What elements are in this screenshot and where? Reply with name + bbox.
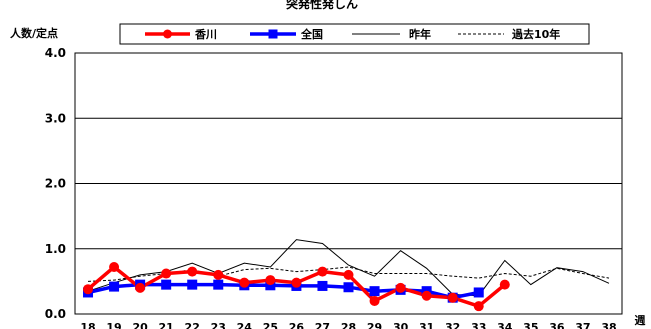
x-tick-label: 26: [289, 321, 305, 329]
legend: 香川 全国 昨年 過去10年: [119, 23, 590, 45]
x-tick-label: 38: [601, 321, 616, 329]
series-line: [87, 239, 610, 297]
data-point: [213, 279, 224, 290]
y-ticks: 0.0 1.0 2.0 3.0 4.0: [45, 46, 66, 321]
x-ticks: 18 19 20 21 22 23 24 25 26 27 28 29 30 31 32 33 34 35 36 37…: [80, 321, 616, 329]
data-point: [265, 280, 276, 291]
y-tick-label: 2.0: [45, 177, 66, 191]
data-point: [161, 279, 172, 290]
y-tick-label: 4.0: [45, 46, 66, 60]
x-tick-label: 28: [341, 321, 356, 329]
x-axis-label: 週: [635, 313, 646, 327]
x-tick-label: 35: [523, 321, 538, 329]
legend-marker: [268, 29, 278, 39]
data-point: [369, 286, 380, 297]
series-markers: [83, 262, 510, 312]
x-tick-label: 29: [367, 321, 382, 329]
x-tick-label: 20: [132, 321, 148, 329]
data-point: [343, 269, 354, 280]
x-tick-label: 25: [263, 321, 278, 329]
data-point: [395, 282, 406, 293]
legend-label: 全国: [300, 27, 323, 41]
legend-marker: [163, 29, 172, 39]
data-point: [291, 277, 302, 288]
data-point: [473, 287, 484, 298]
data-point: [343, 282, 354, 293]
data-point: [187, 279, 198, 290]
x-tick-label: 19: [106, 321, 121, 329]
data-point: [161, 268, 172, 279]
data-point: [421, 290, 432, 301]
data-point: [109, 281, 120, 292]
data-point: [499, 279, 510, 290]
data-point: [317, 280, 328, 291]
x-tick-label: 23: [211, 321, 226, 329]
data-point: [135, 282, 146, 293]
x-tick-label: 31: [419, 321, 434, 329]
data-point: [265, 275, 276, 286]
x-tick-label: 27: [315, 321, 330, 329]
data-point: [369, 295, 380, 306]
data-point: [83, 284, 94, 295]
data-point: [447, 292, 458, 303]
legend-label: 香川: [194, 27, 217, 41]
x-tick-label: 32: [445, 321, 460, 329]
y-tick-label: 3.0: [45, 111, 66, 125]
data-point: [317, 266, 328, 277]
legend-label: 昨年: [409, 27, 431, 41]
data-point: [473, 301, 484, 312]
x-tick-label: 24: [237, 321, 253, 329]
x-tick-label: 36: [549, 321, 565, 329]
plot-area: [74, 52, 623, 315]
chart-title: 突発性発しん: [286, 0, 358, 11]
x-tick-label: 22: [185, 321, 200, 329]
legend-label: 過去10年: [511, 27, 560, 41]
data-point: [239, 277, 250, 288]
x-tick-label: 21: [159, 321, 174, 329]
series-line: [87, 282, 480, 300]
grid: [75, 117, 622, 250]
y-tick-label: 1.0: [45, 242, 66, 256]
data-point: [213, 269, 224, 280]
x-tick-label: 37: [575, 321, 590, 329]
x-tick-label: 18: [80, 321, 95, 329]
x-tick-label: 30: [393, 321, 409, 329]
x-tick-label: 33: [471, 321, 486, 329]
y-tick-label: 0.0: [45, 307, 66, 321]
data-point: [109, 262, 120, 273]
data-point: [187, 266, 198, 277]
x-tick-label: 34: [497, 321, 513, 329]
y-axis-label: 人数/定点: [10, 26, 58, 40]
